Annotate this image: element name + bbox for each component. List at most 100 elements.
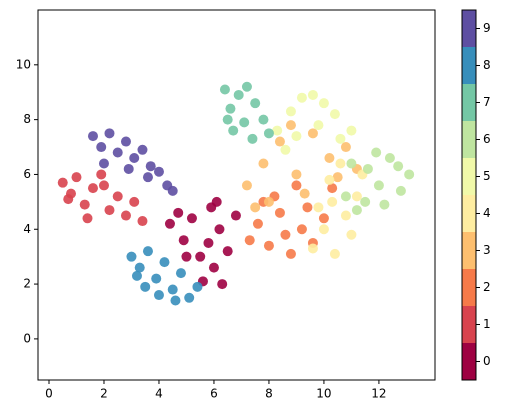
y-tick-label: 6 [23,167,31,181]
point [327,183,338,194]
point [291,131,302,142]
point [318,98,329,109]
point [98,180,109,191]
point [296,92,307,103]
point [307,128,318,139]
x-tick-label: 2 [100,387,108,401]
point [153,290,164,301]
point [371,147,382,158]
point [87,183,98,194]
point [228,125,239,136]
point [250,202,261,213]
point [307,89,318,100]
point [252,218,263,229]
colorbar-label: 5 [483,169,491,183]
point [82,213,93,224]
colorbar-label: 6 [483,132,491,146]
point [225,103,236,114]
point [164,218,175,229]
point [222,246,233,257]
point [219,84,230,95]
point [142,246,153,257]
point [340,191,351,202]
point [79,199,90,210]
point [241,81,252,92]
point [299,188,310,199]
point [384,153,395,163]
point [291,169,302,180]
colorbar-label: 7 [483,95,491,109]
point [373,180,384,191]
point [335,158,346,169]
point [351,205,362,216]
colorbar-label: 3 [483,243,491,257]
point [167,185,178,196]
point [395,185,406,196]
point [217,279,228,290]
point [346,158,357,169]
point [340,210,351,221]
point [250,98,261,109]
point [167,284,178,295]
point [137,216,148,227]
y-tick-label: 8 [23,112,31,126]
x-tick-label: 8 [265,387,273,401]
point [324,174,335,185]
point [324,153,335,163]
point [346,229,357,240]
point [104,128,115,139]
point [291,180,302,191]
point [340,142,351,153]
point [332,172,343,183]
point [175,268,186,279]
point [318,224,329,235]
point [104,205,115,216]
point [272,125,283,136]
point [178,235,189,246]
point [120,210,131,221]
point [263,196,274,207]
point [280,144,291,155]
point [140,281,151,292]
point [335,133,346,144]
y-tick-label: 2 [23,277,31,291]
point [131,270,142,281]
point [263,240,274,251]
point [203,237,214,248]
point [280,229,291,240]
y-tick-label: 10 [16,57,31,71]
point [186,213,197,224]
point [120,136,131,147]
point [362,163,373,174]
point [206,202,217,213]
point [318,213,329,224]
point [285,120,296,131]
point [112,147,123,158]
point [159,257,170,268]
point [329,109,340,120]
point [170,295,181,306]
x-tick-label: 12 [371,387,386,401]
point [285,248,296,259]
y-tick-label: 4 [23,222,31,236]
x-tick-label: 0 [45,387,53,401]
point [181,251,192,262]
point [258,114,269,125]
point [222,114,233,125]
point [63,194,74,205]
point [258,158,269,169]
colorbar-segment [462,343,476,380]
colorbar-frame [461,9,477,381]
x-tick-label: 6 [210,387,218,401]
point [129,196,140,207]
point [327,196,338,207]
y-tick-label: 0 [23,331,31,345]
point [404,169,415,180]
point [360,196,371,207]
colorbar-label: 2 [483,280,491,294]
colorbar-segment [462,269,476,306]
point [71,172,82,183]
point [192,281,203,292]
point [57,177,68,188]
